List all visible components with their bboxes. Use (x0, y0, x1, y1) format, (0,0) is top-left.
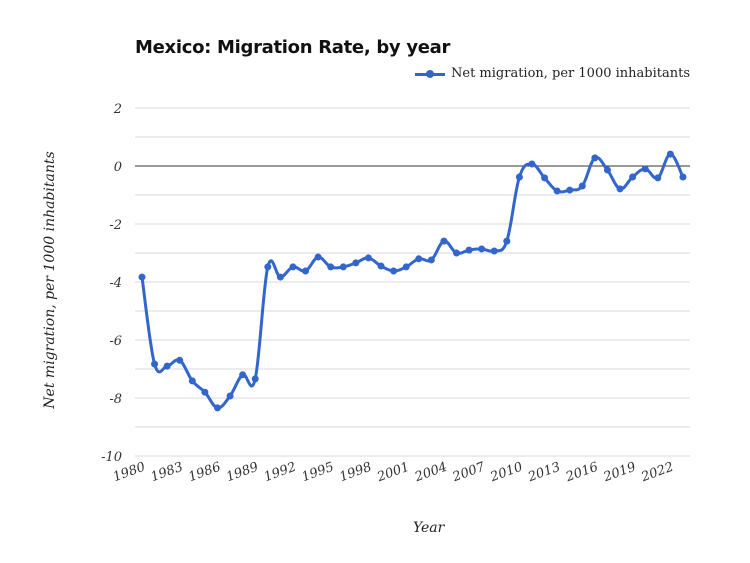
x-tick-label: 1989 (224, 460, 260, 485)
data-point (138, 273, 146, 281)
data-point (377, 262, 385, 270)
data-point (151, 360, 159, 368)
data-point (679, 173, 687, 181)
data-point (415, 255, 423, 263)
y-tick-label: 0 (114, 160, 122, 175)
data-point (591, 154, 599, 162)
data-point (264, 263, 272, 271)
y-tick-label: -6 (109, 334, 122, 349)
x-tick-label: 1992 (262, 460, 298, 485)
x-tick-label: 1995 (300, 460, 336, 485)
y-tick-label: -8 (109, 392, 122, 407)
x-tick-label: 2001 (374, 460, 411, 486)
data-point (641, 165, 649, 173)
data-point (629, 173, 637, 181)
data-point (427, 256, 435, 264)
x-tick-label: 1983 (149, 460, 185, 485)
data-point (666, 150, 674, 158)
x-tick-label: 2004 (412, 460, 449, 486)
data-point (276, 273, 284, 281)
legend-label: Net migration, per 1000 inhabitants (451, 66, 690, 81)
x-tick-label: 2016 (563, 460, 600, 486)
data-point (478, 245, 486, 253)
x-tick-label: 2013 (525, 460, 562, 486)
data-point (176, 356, 184, 364)
data-point (578, 182, 586, 190)
data-point (503, 237, 511, 245)
data-point (654, 174, 662, 182)
data-point (566, 186, 574, 194)
x-tick-label: 2010 (488, 460, 525, 486)
data-point (327, 263, 335, 271)
x-tick-label: 2019 (601, 460, 638, 486)
y-tick-label: -2 (109, 218, 122, 233)
legend[interactable]: Net migration, per 1000 inhabitants (415, 66, 690, 81)
data-point (440, 237, 448, 245)
data-point (616, 185, 624, 193)
data-point (453, 249, 460, 257)
data-point (213, 404, 221, 412)
data-point (553, 187, 561, 195)
data-point (163, 362, 171, 370)
data-point (528, 160, 536, 168)
data-point (302, 267, 310, 275)
legend-line-marker-icon (415, 68, 445, 80)
data-point (465, 246, 473, 254)
y-tick-label: -4 (109, 276, 122, 291)
x-tick-label: 1998 (338, 460, 374, 485)
x-tick-label: 1986 (187, 460, 223, 485)
data-point (226, 392, 234, 400)
data-point (364, 254, 372, 262)
data-point (314, 253, 322, 261)
data-point (490, 247, 498, 255)
x-axis-label: Year (413, 520, 445, 536)
data-point (352, 259, 360, 267)
x-tick-label: 2022 (639, 460, 676, 486)
data-point (402, 263, 410, 271)
data-point (515, 173, 523, 181)
data-point (251, 375, 259, 383)
data-point (201, 388, 209, 396)
x-tick-label: 2007 (450, 459, 488, 485)
data-point (541, 174, 549, 182)
data-point (603, 166, 611, 174)
y-tick-label: -10 (101, 450, 122, 465)
data-point (188, 377, 196, 385)
chart-title: Mexico: Migration Rate, by year (135, 37, 451, 58)
data-point (390, 267, 398, 275)
data-point (339, 263, 347, 271)
data-point (239, 371, 247, 379)
data-point (289, 263, 297, 271)
series-line (140, 152, 685, 410)
y-tick-label: 2 (113, 102, 122, 117)
